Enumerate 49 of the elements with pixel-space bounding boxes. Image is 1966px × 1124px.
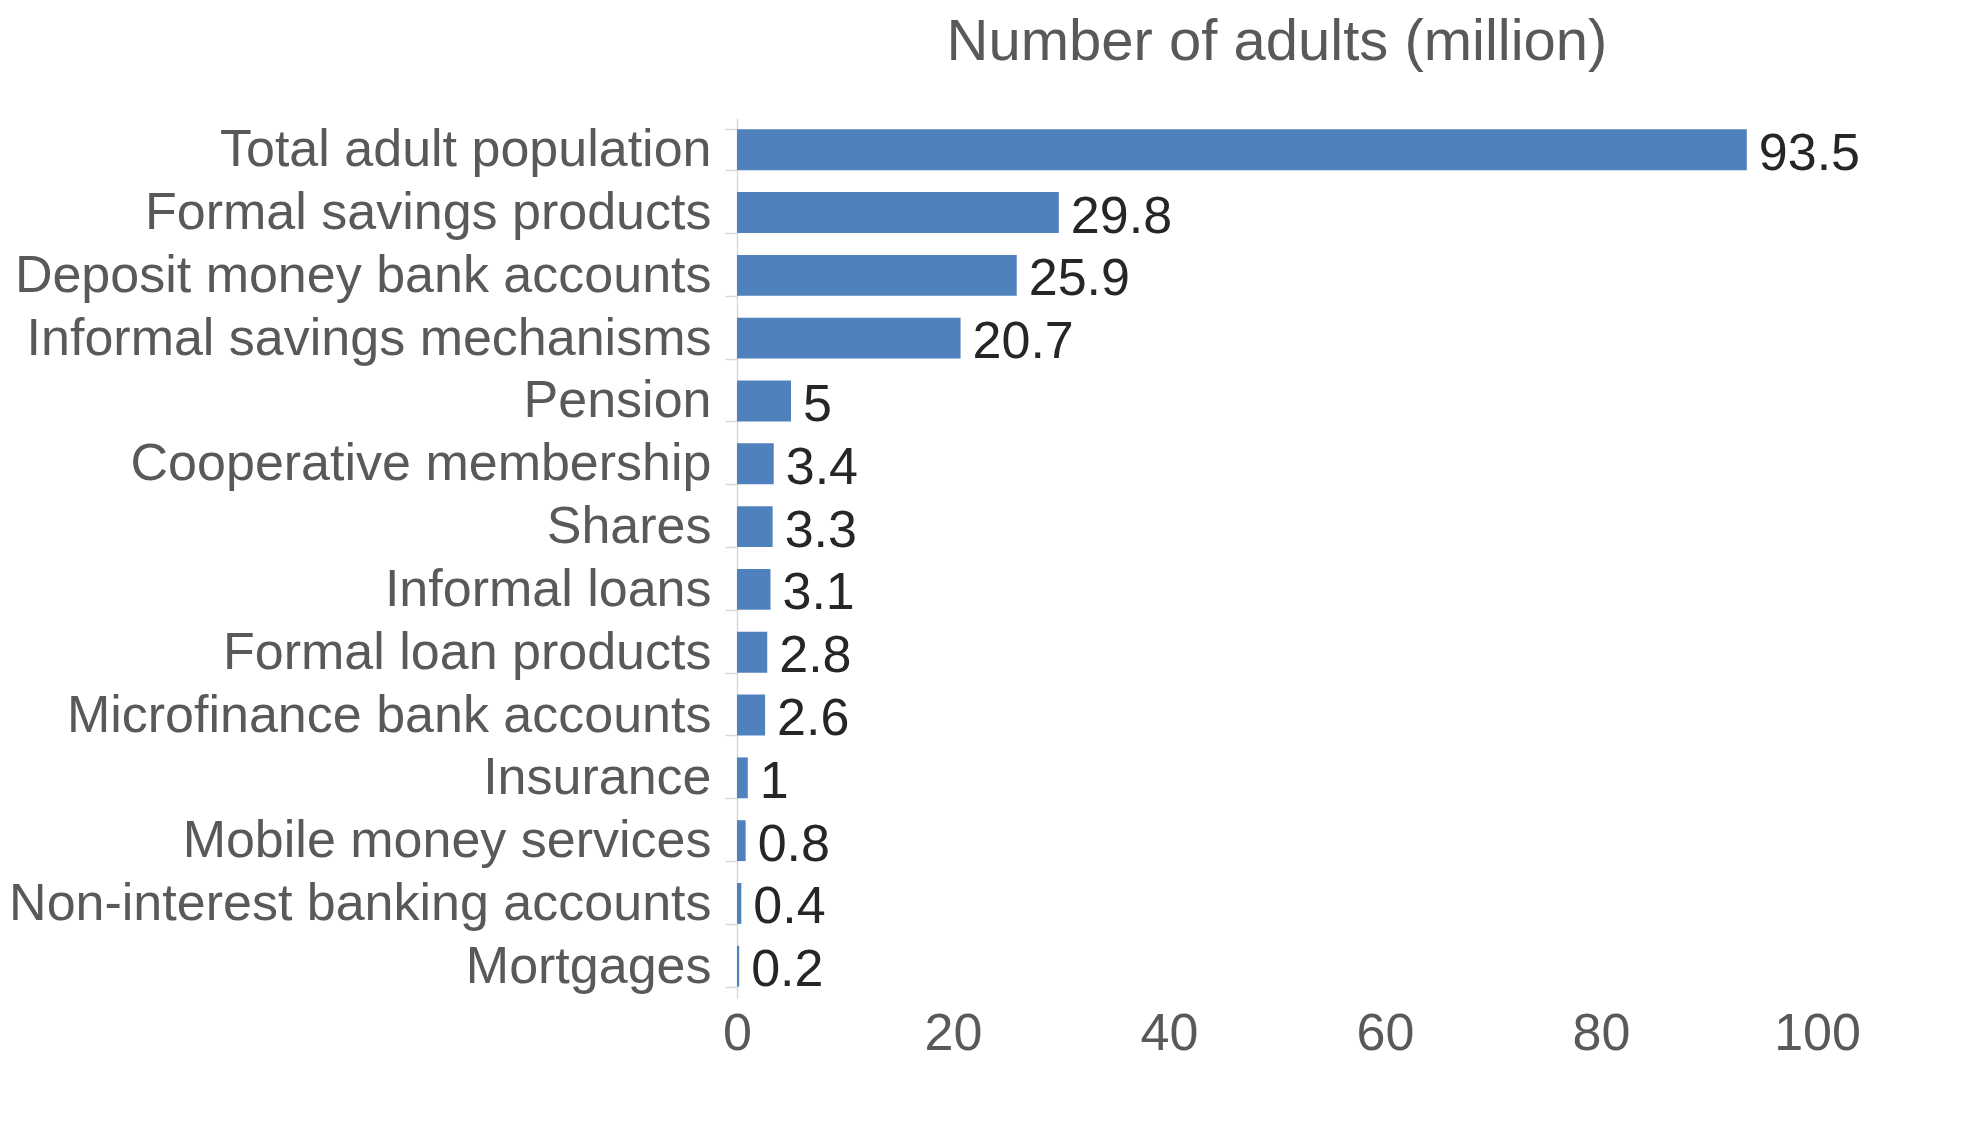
bar [737, 631, 768, 673]
bar [737, 883, 742, 924]
bar [737, 443, 774, 485]
chart-title: Number of adults (million) [946, 7, 1608, 72]
data-label: 0.2 [751, 939, 824, 998]
y-tick-label: Non-interest banking accounts [9, 872, 712, 931]
bar [737, 254, 1017, 296]
y-tick-label: Insurance [483, 747, 712, 806]
x-tick-label: 20 [924, 1002, 983, 1061]
x-tick-label: 100 [1774, 1002, 1861, 1061]
bar [737, 317, 961, 359]
data-label: 2.8 [779, 625, 852, 684]
bar [737, 192, 1059, 233]
x-tick-label: 80 [1572, 1002, 1631, 1061]
bar [737, 568, 771, 610]
y-tick-label: Informal savings mechanisms [26, 307, 712, 366]
data-label: 3.4 [785, 436, 859, 495]
data-label: 3.1 [782, 562, 855, 621]
y-tick-label: Mortgages [465, 935, 712, 994]
bar [737, 945, 740, 987]
y-tick-label: Formal loan products [223, 621, 712, 680]
bar [737, 694, 766, 736]
bar [737, 129, 1747, 171]
y-tick-label: Deposit money bank accounts [14, 244, 712, 303]
x-tick-label: 40 [1140, 1002, 1199, 1061]
bar [737, 380, 791, 422]
y-tick-label: Microfinance bank accounts [66, 684, 712, 743]
x-tick-label: 0 [723, 1002, 752, 1061]
data-label: 20.7 [972, 311, 1074, 370]
y-tick-label: Formal savings products [145, 182, 712, 241]
data-label: 25.9 [1028, 248, 1130, 307]
bar [737, 506, 773, 548]
y-tick-label: Informal loans [384, 558, 712, 617]
data-label: 3.3 [784, 499, 857, 558]
y-tick-label: Cooperative membership [130, 433, 712, 492]
data-label: 0.4 [753, 876, 826, 935]
data-label: 93.5 [1758, 122, 1861, 181]
bar [737, 757, 748, 799]
data-label: 1 [759, 750, 789, 809]
data-label: 29.8 [1070, 185, 1173, 244]
data-label: 0.8 [757, 813, 830, 872]
y-tick-label: Pension [523, 370, 712, 429]
data-label: 2.6 [777, 688, 850, 747]
y-tick-label: Shares [546, 496, 712, 555]
data-label: 5 [803, 373, 832, 432]
bar [737, 820, 746, 862]
y-tick-label: Total adult population [220, 119, 712, 178]
y-tick-label: Mobile money services [182, 810, 712, 869]
x-tick-label: 60 [1356, 1002, 1415, 1061]
